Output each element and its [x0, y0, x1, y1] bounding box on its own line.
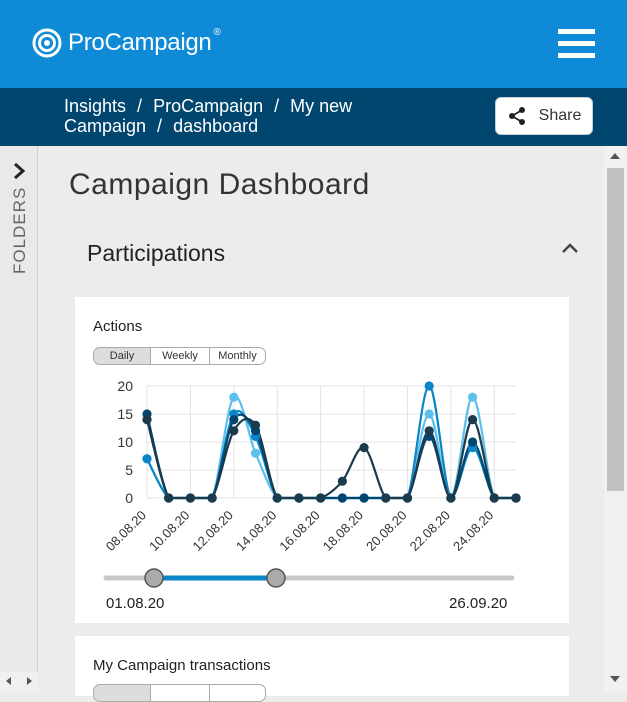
actions-card: Actions Daily Weekly Monthly 0 5 10 15 20 08.…	[75, 297, 569, 623]
series-line	[146, 395, 516, 500]
period-tabs: Daily Weekly Monthly	[93, 347, 266, 365]
page-title: Campaign Dashboard	[69, 168, 370, 201]
series-line	[145, 417, 516, 500]
procampaign-logo[interactable]: ProCampaign ®	[32, 27, 221, 58]
data-point	[142, 415, 152, 425]
section-title: Participations	[87, 240, 226, 266]
tab-monthly[interactable]: Monthly	[210, 347, 266, 365]
horizontal-scrollbar[interactable]	[0, 672, 38, 691]
data-point	[229, 392, 239, 402]
x-tick-label: 10.08.20	[146, 508, 192, 554]
data-point	[381, 493, 391, 503]
range-slider-end-handle[interactable]	[266, 568, 286, 588]
data-point	[489, 493, 499, 503]
data-point	[337, 476, 347, 486]
x-tick-label: 22.08.20	[407, 508, 453, 554]
chevron-up-icon[interactable]	[560, 240, 580, 256]
transactions-tabs	[93, 684, 266, 702]
breadcrumb-separator: /	[274, 96, 280, 116]
folders-label: FOLDERS	[10, 186, 29, 274]
data-point	[207, 493, 217, 503]
data-point	[164, 493, 174, 503]
data-point	[294, 493, 304, 503]
hamburger-menu-icon[interactable]	[558, 29, 595, 59]
data-point	[185, 493, 196, 503]
breadcrumb: Insights / ProCampaign / My new Campaign / das…	[64, 96, 394, 136]
breadcrumb-procampaign[interactable]: ProCampaign	[153, 96, 264, 116]
data-point	[229, 415, 239, 425]
scroll-up-arrow-icon[interactable]	[610, 153, 620, 159]
actions-chart: 0 5 10 15 20 08.08.2010.08.2012.08.2014.08.20…	[103, 378, 521, 588]
x-tick-label: 12.08.20	[190, 508, 236, 554]
transactions-card: My Campaign transactions	[75, 636, 569, 702]
breadcrumb-campaign[interactable]: My new Campaign	[64, 96, 353, 136]
breadcrumb-separator: /	[137, 96, 143, 116]
data-point	[272, 493, 282, 503]
y-tick-label: 5	[125, 462, 133, 478]
y-tick-label: 10	[117, 434, 133, 450]
tab-weekly[interactable]	[151, 684, 210, 702]
top-bar	[0, 0, 627, 88]
data-point	[250, 420, 261, 430]
folders-sidebar[interactable]: FOLDERS	[0, 146, 38, 691]
data-point	[316, 493, 326, 503]
y-tick-label: 15	[117, 406, 133, 422]
data-point	[229, 426, 239, 436]
transactions-title: My Campaign transactions	[93, 657, 271, 674]
target-icon	[32, 28, 62, 58]
data-point	[359, 443, 369, 453]
breadcrumb-current: dashboard	[173, 116, 259, 136]
tab-monthly[interactable]	[210, 684, 266, 702]
data-point	[359, 493, 369, 503]
x-tick-label: 08.08.20	[103, 508, 149, 554]
share-label: Share	[538, 107, 582, 124]
x-tick-label: 14.08.20	[233, 508, 279, 554]
data-point	[467, 437, 478, 447]
data-point	[424, 409, 434, 419]
data-point	[424, 426, 434, 436]
scroll-right-arrow-icon[interactable]	[27, 677, 32, 685]
brand-name: ProCampaign ®	[68, 27, 221, 56]
data-point	[467, 415, 478, 425]
y-tick-label: 0	[125, 490, 133, 506]
data-point	[402, 493, 413, 503]
actions-title: Actions	[93, 318, 143, 335]
data-point	[446, 493, 456, 503]
tab-daily[interactable]	[93, 684, 151, 702]
share-button[interactable]: Share	[495, 97, 593, 135]
data-point	[142, 454, 152, 464]
data-point	[250, 448, 261, 458]
tab-weekly[interactable]: Weekly	[151, 347, 210, 365]
y-tick-label: 20	[117, 378, 133, 394]
range-start-label: 01.08.20	[106, 595, 165, 612]
scrollbar-thumb[interactable]	[607, 168, 624, 491]
range-end-label: 26.09.20	[449, 595, 508, 612]
scroll-left-arrow-icon[interactable]	[6, 677, 11, 685]
data-point	[467, 392, 478, 402]
chevron-right-icon[interactable]	[11, 162, 27, 180]
x-tick-label: 24.08.20	[450, 508, 496, 554]
x-tick-label: 16.08.20	[276, 508, 322, 554]
x-tick-label: 20.08.20	[363, 508, 409, 554]
data-point	[511, 493, 521, 503]
tab-daily[interactable]: Daily	[93, 347, 151, 365]
data-point	[337, 493, 347, 503]
breadcrumb-separator: /	[157, 116, 163, 136]
scroll-down-arrow-icon[interactable]	[610, 676, 620, 682]
breadcrumb-insights[interactable]: Insights	[64, 96, 127, 116]
share-icon	[508, 107, 525, 125]
x-tick-label: 18.08.20	[320, 508, 366, 554]
data-point	[424, 381, 434, 391]
range-slider-start-handle[interactable]	[144, 568, 164, 588]
